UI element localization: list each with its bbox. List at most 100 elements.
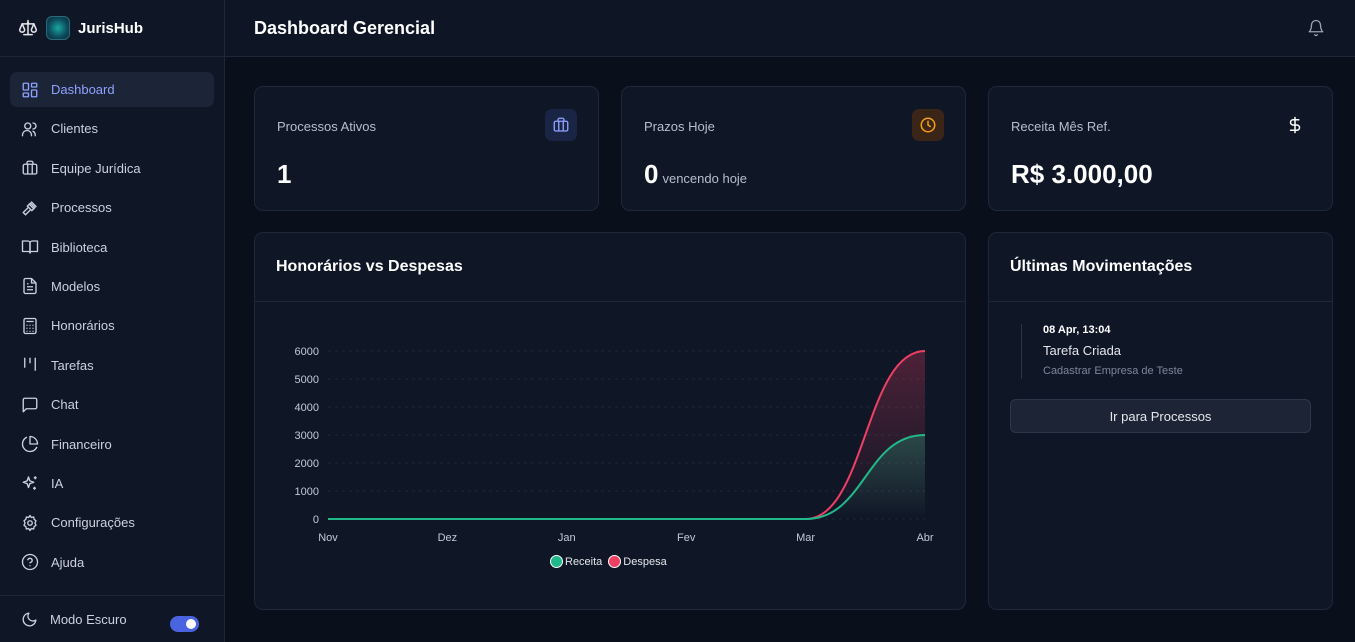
legend-label: Receita	[565, 555, 603, 568]
sidebar-item-chat[interactable]: Chat	[10, 387, 214, 422]
y-tick-label: 4000	[295, 402, 319, 414]
clock-icon	[920, 117, 936, 133]
sidebar-item-tarefas[interactable]: Tarefas	[10, 348, 214, 383]
sidebar-item-modelos[interactable]: Modelos	[10, 269, 214, 304]
timeline-date: 08 Apr, 13:04	[1043, 324, 1111, 336]
gavel-icon	[22, 200, 37, 216]
series-line-despesa	[327, 350, 926, 520]
timeline-line	[1021, 324, 1022, 379]
dollar-icon	[1289, 116, 1301, 134]
sidebar-item-dashboard[interactable]: Dashboard	[10, 72, 214, 107]
sidebar-item-honorarios[interactable]: Honorários	[10, 308, 214, 343]
sidebar-item-configuracoes[interactable]: Configurações	[10, 505, 214, 540]
sidebar-item-clientes[interactable]: Clientes	[10, 111, 214, 146]
y-tick-label: 3000	[295, 430, 319, 442]
users-icon	[21, 122, 37, 137]
help-circle-icon	[21, 554, 39, 571]
book-icon	[21, 240, 39, 254]
columns-icon	[24, 357, 36, 372]
sidebar-item-processos[interactable]: Processos	[10, 190, 214, 225]
scale-icon	[18, 19, 38, 36]
brand-name: JurisHub	[78, 19, 144, 37]
calculator-icon	[23, 317, 37, 335]
stat-sub: vencendo hoje	[662, 171, 748, 186]
moon-icon	[22, 611, 37, 626]
legend-label: Despesa	[623, 555, 667, 568]
file-text-icon	[23, 278, 37, 295]
sidebar-item-label: Configurações	[51, 515, 135, 531]
series-area-receita	[328, 435, 925, 519]
briefcase-icon	[553, 117, 569, 132]
chart-panel-title: Honorários vs Despesas	[255, 233, 965, 302]
sidebar-item-label: Tarefas	[51, 357, 94, 373]
sidebar-item-financeiro[interactable]: Financeiro	[10, 427, 214, 462]
pie-chart-icon	[21, 435, 39, 453]
x-tick-label: Abr	[916, 532, 933, 544]
y-tick-label: 0	[313, 514, 319, 526]
sidebar-item-label: Chat	[51, 397, 79, 413]
legend-item-receita[interactable]: Receita	[550, 555, 602, 568]
dark-mode-toggle[interactable]	[170, 616, 199, 632]
x-tick-label: Mar	[796, 532, 815, 544]
x-tick-label: Nov	[318, 532, 338, 544]
x-tick-label: Jan	[558, 532, 576, 544]
movements-panel: Últimas Movimentações 08 Apr, 13:04 Tare…	[988, 232, 1333, 610]
briefcase-icon	[22, 160, 38, 175]
sidebar-item-equipe-juridica[interactable]: Equipe Jurídica	[10, 151, 214, 186]
stat-value: R$ 3.000,00	[1011, 159, 1153, 190]
sidebar-item-label: Equipe Jurídica	[51, 160, 141, 176]
series-line-receita	[327, 434, 926, 520]
stat-label: Prazos Hoje	[644, 119, 715, 134]
timeline-desc: Cadastrar Empresa de Teste	[1043, 365, 1183, 377]
toggle-knob	[186, 619, 196, 629]
go-to-processos-button[interactable]: Ir para Processos	[1010, 399, 1311, 433]
gear-icon	[23, 514, 37, 531]
bell-icon[interactable]	[1307, 19, 1325, 37]
sidebar: JurisHub Dashboard Clientes Equipe Juríd…	[0, 0, 225, 642]
x-tick-label: Dez	[438, 532, 458, 544]
timeline-title: Tarefa Criada	[1043, 343, 1122, 358]
sidebar-item-ajuda[interactable]: Ajuda	[10, 545, 214, 580]
page-title: Dashboard Gerencial	[254, 17, 436, 38]
sidebar-item-label: Dashboard	[51, 82, 115, 97]
stat-icon-box	[1279, 109, 1311, 141]
stat-card-receita: Receita Mês Ref. R$ 3.000,00	[988, 86, 1333, 211]
chart-panel: Honorários vs Despesas 0 1000 2000 3000 4000…	[254, 232, 966, 610]
movements-title: Últimas Movimentações	[989, 233, 1332, 302]
sidebar-item-label: Honorários	[51, 318, 115, 334]
stat-value: 1	[277, 159, 291, 190]
top-header: Dashboard Gerencial	[225, 0, 1355, 57]
legend-dot-despesa	[608, 555, 622, 568]
chart-svg: 0 1000 2000 3000 4000 5000 6000 Nov Dez Jan Fev Mar…	[295, 346, 934, 544]
legend-item-despesa[interactable]: Despesa	[608, 555, 667, 568]
stat-value: 0 vencendo hoje	[644, 159, 747, 190]
sidebar-item-label: Clientes	[51, 121, 98, 137]
stat-value-number: R$ 3.000,00	[1011, 159, 1153, 189]
chart-legend: Receita Despesa	[550, 555, 667, 568]
stat-icon-box	[545, 109, 577, 141]
sidebar-item-label: Ajuda	[51, 554, 85, 570]
sidebar-footer: Modo Escuro	[0, 595, 225, 642]
stat-label: Processos Ativos	[277, 119, 376, 134]
stat-value-number: 0	[644, 159, 659, 189]
x-tick-label: Fev	[677, 532, 696, 544]
y-tick-label: 1000	[295, 486, 319, 498]
message-square-icon	[22, 397, 38, 413]
stat-label: Receita Mês Ref.	[1011, 119, 1111, 134]
sidebar-item-ia[interactable]: IA	[10, 466, 214, 501]
sidebar-item-label: Modelos	[51, 278, 101, 294]
sidebar-item-label: Biblioteca	[51, 239, 108, 255]
brand: JurisHub	[0, 0, 224, 57]
sidebar-item-biblioteca[interactable]: Biblioteca	[10, 230, 214, 265]
sparkles-icon	[22, 476, 37, 491]
layout-grid-icon	[22, 82, 38, 97]
series-area-despesa	[328, 351, 925, 519]
y-tick-label: 6000	[295, 346, 319, 358]
sidebar-item-label: Financeiro	[51, 436, 112, 452]
stat-card-processos: Processos Ativos 1	[254, 86, 599, 211]
stat-icon-box	[912, 109, 944, 141]
dark-mode-label: Modo Escuro	[50, 611, 127, 627]
brand-logo[interactable]	[46, 16, 70, 40]
sidebar-item-label: IA	[51, 475, 64, 491]
y-tick-label: 2000	[295, 458, 319, 470]
